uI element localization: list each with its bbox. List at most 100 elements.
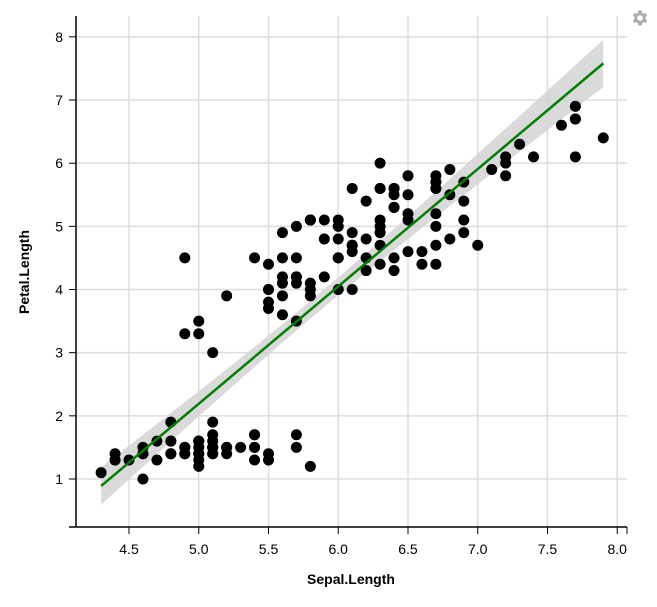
x-axis-title: Sepal.Length [307, 571, 395, 587]
data-point [179, 328, 191, 340]
data-point [137, 473, 149, 485]
data-point [235, 441, 247, 453]
data-point [500, 157, 512, 169]
data-point [374, 157, 386, 169]
data-point [304, 460, 316, 472]
data-point [249, 441, 261, 453]
data-point [402, 189, 414, 201]
data-point [318, 271, 330, 283]
data-point [346, 284, 358, 296]
data-point [416, 258, 428, 270]
data-point [472, 239, 484, 251]
data-point [430, 176, 442, 188]
data-point [430, 258, 442, 270]
y-tick-label: 5 [55, 218, 63, 234]
data-point [276, 309, 288, 321]
y-tick-label: 3 [55, 345, 63, 361]
data-point [388, 189, 400, 201]
data-point [569, 100, 581, 112]
data-point [123, 454, 135, 466]
data-point [304, 214, 316, 226]
data-point [276, 271, 288, 283]
data-point [346, 227, 358, 239]
data-point [290, 252, 302, 264]
data-point [290, 277, 302, 289]
data-point [179, 448, 191, 460]
data-point [444, 189, 456, 201]
data-point [444, 163, 456, 175]
data-point [402, 246, 414, 258]
y-tick-label: 1 [55, 471, 63, 487]
data-point [486, 163, 498, 175]
data-point [165, 448, 177, 460]
data-point [193, 315, 205, 327]
data-point [500, 170, 512, 182]
data-point [360, 195, 372, 207]
data-point [374, 182, 386, 194]
data-point [221, 441, 233, 453]
x-tick-label: 7.0 [468, 541, 488, 557]
data-point [569, 113, 581, 125]
data-point [514, 138, 526, 150]
x-tick-label: 8.0 [608, 541, 628, 557]
data-point [332, 284, 344, 296]
data-point [402, 170, 414, 182]
data-point [318, 214, 330, 226]
data-point [555, 119, 567, 131]
data-point [249, 454, 261, 466]
data-point [304, 284, 316, 296]
data-point [249, 252, 261, 264]
data-point [276, 227, 288, 239]
data-point [165, 435, 177, 447]
gear-icon[interactable] [630, 8, 650, 28]
data-point [290, 429, 302, 441]
x-tick-label: 7.5 [538, 541, 558, 557]
data-point [597, 132, 609, 144]
x-tick-label: 5.0 [189, 541, 209, 557]
data-point [360, 233, 372, 245]
x-tick-label: 6.5 [398, 541, 418, 557]
x-tick-label: 4.5 [119, 541, 139, 557]
data-point [137, 448, 149, 460]
data-point [263, 258, 275, 270]
data-point [458, 214, 470, 226]
data-point [207, 416, 219, 428]
data-point [207, 347, 219, 359]
y-axis-title: Petal.Length [16, 230, 32, 314]
data-point [276, 290, 288, 302]
y-tick-label: 6 [55, 155, 63, 171]
data-point [221, 290, 233, 302]
data-point [374, 258, 386, 270]
data-point [151, 454, 163, 466]
data-point [346, 182, 358, 194]
data-point [193, 328, 205, 340]
data-point [569, 151, 581, 163]
data-point [402, 208, 414, 220]
data-point [193, 448, 205, 460]
x-tick-label: 6.0 [329, 541, 349, 557]
data-point [374, 220, 386, 232]
data-point [249, 429, 261, 441]
data-point [416, 246, 428, 258]
data-point [193, 435, 205, 447]
x-tick-label: 5.5 [259, 541, 279, 557]
data-point [179, 252, 191, 264]
data-point [388, 265, 400, 277]
data-point [318, 233, 330, 245]
data-point [458, 195, 470, 207]
y-tick-label: 2 [55, 408, 63, 424]
data-point [388, 252, 400, 264]
data-point [346, 246, 358, 258]
data-point [95, 467, 107, 479]
data-point [332, 220, 344, 232]
data-point [430, 208, 442, 220]
data-point [388, 201, 400, 213]
data-point [207, 435, 219, 447]
y-tick-label: 8 [55, 29, 63, 45]
data-point [332, 252, 344, 264]
data-point [263, 454, 275, 466]
data-point [430, 239, 442, 251]
y-tick-label: 4 [55, 282, 63, 298]
